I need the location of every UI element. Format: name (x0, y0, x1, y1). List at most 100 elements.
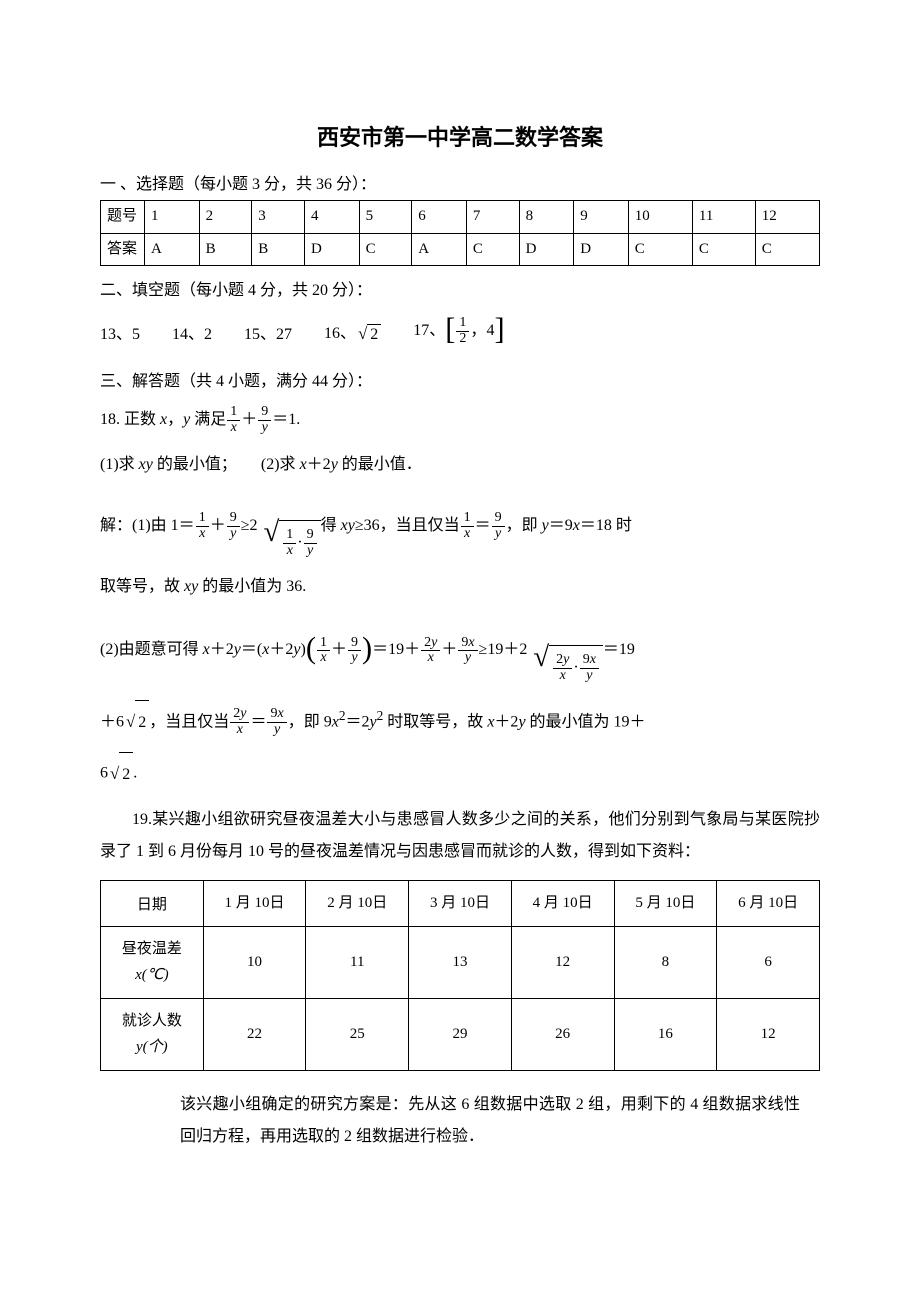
fraction: 1x (196, 511, 209, 541)
fraction: 1x (227, 405, 240, 435)
text: ＋2 (210, 642, 234, 659)
fraction: 9y (227, 511, 240, 541)
cell: C (359, 233, 412, 266)
q19-data-table: 日期 1 月 10日 2 月 10日 3 月 10日 4 月 10日 5 月 1… (100, 880, 820, 1072)
cell: 11 (306, 927, 409, 999)
text: 解： (100, 517, 132, 534)
cell: 4 月 10日 (511, 880, 614, 927)
text: ，即 (506, 517, 542, 534)
fraction: 1x (461, 511, 474, 541)
cell: 12 (717, 999, 820, 1071)
text: (2)由题意可得 (100, 642, 203, 659)
cell: C (628, 233, 692, 266)
cell: 3 (252, 201, 305, 234)
q17-right: 4 (486, 322, 494, 339)
q15-value: 27 (276, 326, 292, 343)
row-x-header: 昼夜温差 x(℃) (101, 927, 204, 999)
fraction: 12 (456, 316, 469, 346)
cell: C (755, 233, 819, 266)
q13-value: 5 (132, 326, 140, 343)
text: ，即 9 (288, 713, 332, 730)
fill-item-16: 16、2 (324, 319, 381, 344)
text: ＝ (475, 517, 491, 534)
fraction: 1x (317, 636, 330, 666)
fraction: 9y (492, 511, 505, 541)
table-row: 就诊人数 y(个) 22 25 29 26 16 12 (101, 999, 820, 1071)
col-date-header: 日期 (101, 880, 204, 927)
text: ＋2 (307, 456, 331, 473)
cell: 11 (692, 201, 755, 234)
cell: C (692, 233, 755, 266)
text: ＝19 (603, 642, 635, 659)
fraction: 9y (348, 636, 361, 666)
table-row: 题号 1 2 3 4 5 6 7 8 9 10 11 12 (101, 201, 820, 234)
text: (1)求 (100, 456, 139, 473)
cell: 12 (755, 201, 819, 234)
cell: 1 月 10日 (203, 880, 306, 927)
sqrt-icon: 2yx·9xy (531, 614, 603, 689)
cell: D (519, 233, 574, 266)
fill-blank-answers: 13、5 14、2 15、27 16、2 17、[12，4] (100, 314, 820, 349)
cell: 2 月 10日 (306, 880, 409, 927)
text: 时取等号，故 (383, 713, 487, 730)
q15-label: 15、 (244, 326, 276, 343)
table-row: 昼夜温差 x(℃) 10 11 13 12 8 6 (101, 927, 820, 999)
cell: 16 (614, 999, 717, 1071)
q14-value: 2 (204, 326, 212, 343)
cell: 22 (203, 999, 306, 1071)
sqrt-icon: 2 (108, 752, 133, 796)
fraction: 9xy (458, 636, 477, 666)
q17-label: 17、 (413, 322, 445, 339)
section1-heading: 一 、选择题（每小题 3 分，共 36 分）： (100, 170, 820, 194)
cell: 7 (466, 201, 519, 234)
cell: 26 (511, 999, 614, 1071)
cell: B (199, 233, 252, 266)
cell: D (574, 233, 629, 266)
cell: 5 月 10日 (614, 880, 717, 927)
fill-item-15: 15、27 (244, 320, 292, 344)
q18-solution-2b: ＋62，当且仅当2yx＝9xy，即 9x2＝2y2 时取等号，故 x＋2y 的最… (100, 699, 820, 744)
text: 的最小值． (338, 456, 422, 473)
q18-solution-2c: 62. (100, 752, 820, 796)
cell: 6 (412, 201, 467, 234)
rowhead-number: 题号 (101, 201, 145, 234)
cell: 9 (574, 201, 629, 234)
q19-paragraph-2: 该兴趣小组确定的研究方案是：先从这 6 组数据中选取 2 组，用剩下的 4 组数… (180, 1089, 800, 1153)
fraction: 9y (258, 405, 271, 435)
table-row: 日期 1 月 10日 2 月 10日 3 月 10日 4 月 10日 5 月 1… (101, 880, 820, 927)
sqrt-icon: 2 (356, 324, 381, 344)
cell: 8 (614, 927, 717, 999)
multiple-choice-table: 题号 1 2 3 4 5 6 7 8 9 10 11 12 答案 A B B D… (100, 200, 820, 266)
sqrt-icon: 2 (124, 700, 149, 744)
text: 得 (321, 517, 341, 534)
cell: A (412, 233, 467, 266)
left-paren-icon: ( (306, 609, 316, 688)
cell: C (466, 233, 519, 266)
left-bracket-icon: [ (445, 312, 455, 347)
cell: 12 (511, 927, 614, 999)
fill-item-13: 13、5 (100, 320, 140, 344)
text: ＝( (241, 642, 262, 659)
cell: 4 (305, 201, 360, 234)
text: ＝18 时 (580, 517, 632, 534)
text: ≥36，当且仅当 (355, 517, 460, 534)
cell: 6 月 10日 (717, 880, 820, 927)
cell: B (252, 233, 305, 266)
cell: 10 (203, 927, 306, 999)
text: ， (167, 411, 183, 428)
q16-label: 16、 (324, 325, 356, 342)
fraction: 2yx (230, 707, 249, 737)
cell: D (305, 233, 360, 266)
text: ＋6 (100, 713, 124, 730)
cell: 29 (409, 999, 512, 1071)
q14-label: 14、 (172, 326, 204, 343)
sqrt-icon: 1x·9y (261, 489, 320, 564)
cell: 13 (409, 927, 512, 999)
cell: 5 (359, 201, 412, 234)
text: ≥2 (241, 517, 258, 534)
text: 就诊人数 (122, 1013, 182, 1029)
text: 取等号，故 (100, 578, 184, 595)
text: 的最小值为 36. (198, 578, 306, 595)
text: ＝1. (272, 411, 300, 428)
q18-solution-1-tail: 取等号，故 xy 的最小值为 36. (100, 571, 820, 603)
